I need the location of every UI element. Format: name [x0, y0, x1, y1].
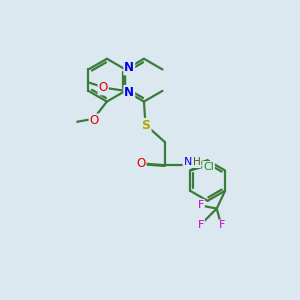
Text: S: S	[142, 119, 151, 132]
Text: F: F	[197, 200, 204, 210]
Text: H: H	[193, 157, 200, 167]
Text: Cl: Cl	[203, 162, 214, 172]
Text: N: N	[184, 157, 192, 167]
Text: N: N	[124, 86, 134, 99]
Text: N: N	[124, 61, 134, 74]
Text: F: F	[219, 220, 225, 230]
Text: O: O	[89, 114, 99, 128]
Text: O: O	[136, 157, 146, 170]
Text: O: O	[98, 81, 108, 94]
Text: F: F	[197, 220, 204, 230]
